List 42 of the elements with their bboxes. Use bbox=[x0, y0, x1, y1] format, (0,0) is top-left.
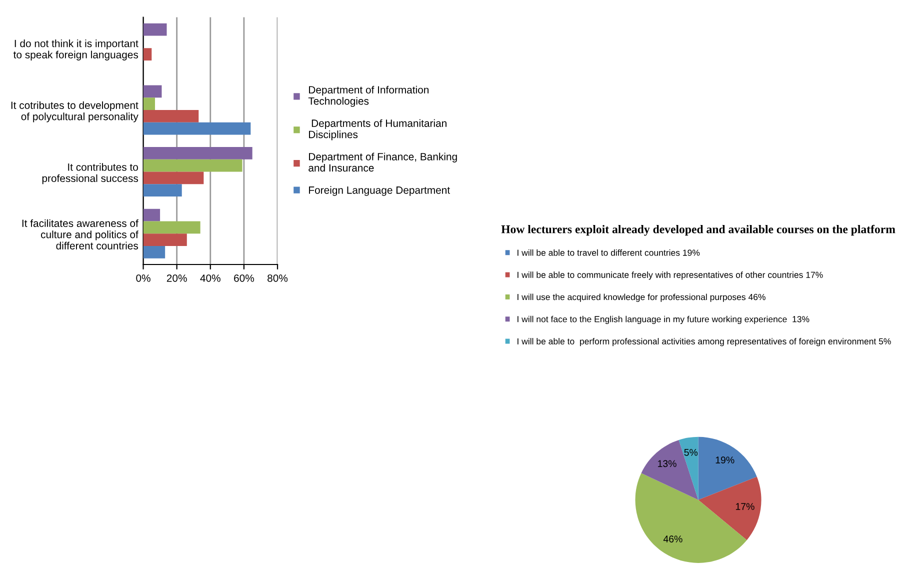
x-tick-label: 0% bbox=[136, 274, 150, 282]
bar bbox=[143, 208, 160, 222]
y-tick-label: It facilitates awareness of culture and politics of different countries bbox=[22, 219, 138, 250]
x-tick-label: 20% bbox=[166, 274, 187, 282]
bar bbox=[143, 122, 251, 135]
bar bbox=[143, 147, 252, 160]
bar bbox=[143, 98, 156, 110]
legend-label: Foreign Language Department bbox=[309, 186, 450, 196]
chart-title: How lecturers exploit already developed and available courses on the platform bbox=[501, 224, 896, 236]
x-tick-label: 80% bbox=[268, 274, 288, 282]
legend-label: Departments of Humanitarian Disciplines bbox=[309, 119, 446, 140]
legend-label: I will not face to the English language in my future working experience 13% bbox=[518, 316, 810, 324]
legend-label: Department of Information Technologies bbox=[308, 86, 429, 107]
data-label: 5% bbox=[684, 448, 698, 456]
legend-label: I will be able to travel to different countries 19% bbox=[518, 249, 700, 256]
pie-slice bbox=[641, 440, 698, 500]
x-tick-label: 60% bbox=[234, 274, 254, 282]
bar bbox=[143, 48, 152, 61]
y-tick-label: I do not think it is important to speak foreign languages bbox=[13, 40, 138, 60]
y-tick-label: It contributes to professional success bbox=[42, 163, 138, 184]
legend-label: Department of Finance, Banking and Insurance bbox=[308, 152, 457, 172]
bar bbox=[143, 110, 199, 122]
legend-label: I will be able to perform professional activities among representatives of foreign environment 5% bbox=[518, 338, 891, 346]
pie-slice bbox=[698, 436, 757, 500]
data-label: 19% bbox=[716, 456, 734, 464]
bar bbox=[143, 184, 182, 197]
pie-slice bbox=[698, 476, 762, 540]
bar bbox=[143, 85, 162, 98]
legend-label: I will use the acquired knowledge for professional purposes 46% bbox=[518, 294, 766, 302]
y-tick-label: It cotributes to development of polycultural personality bbox=[11, 101, 138, 122]
pie-slice bbox=[678, 436, 698, 500]
bar bbox=[143, 23, 167, 36]
bar bbox=[143, 221, 200, 234]
x-tick-label: 40% bbox=[200, 274, 220, 282]
bar bbox=[143, 172, 204, 184]
bar bbox=[143, 159, 242, 172]
bar bbox=[143, 246, 166, 258]
legend-label: I will be able to communicate freely with representatives of other countries 17% bbox=[518, 272, 823, 280]
data-label: 46% bbox=[663, 536, 682, 542]
data-label: 17% bbox=[736, 503, 754, 510]
data-label: 13% bbox=[658, 460, 676, 468]
bar bbox=[143, 234, 187, 246]
